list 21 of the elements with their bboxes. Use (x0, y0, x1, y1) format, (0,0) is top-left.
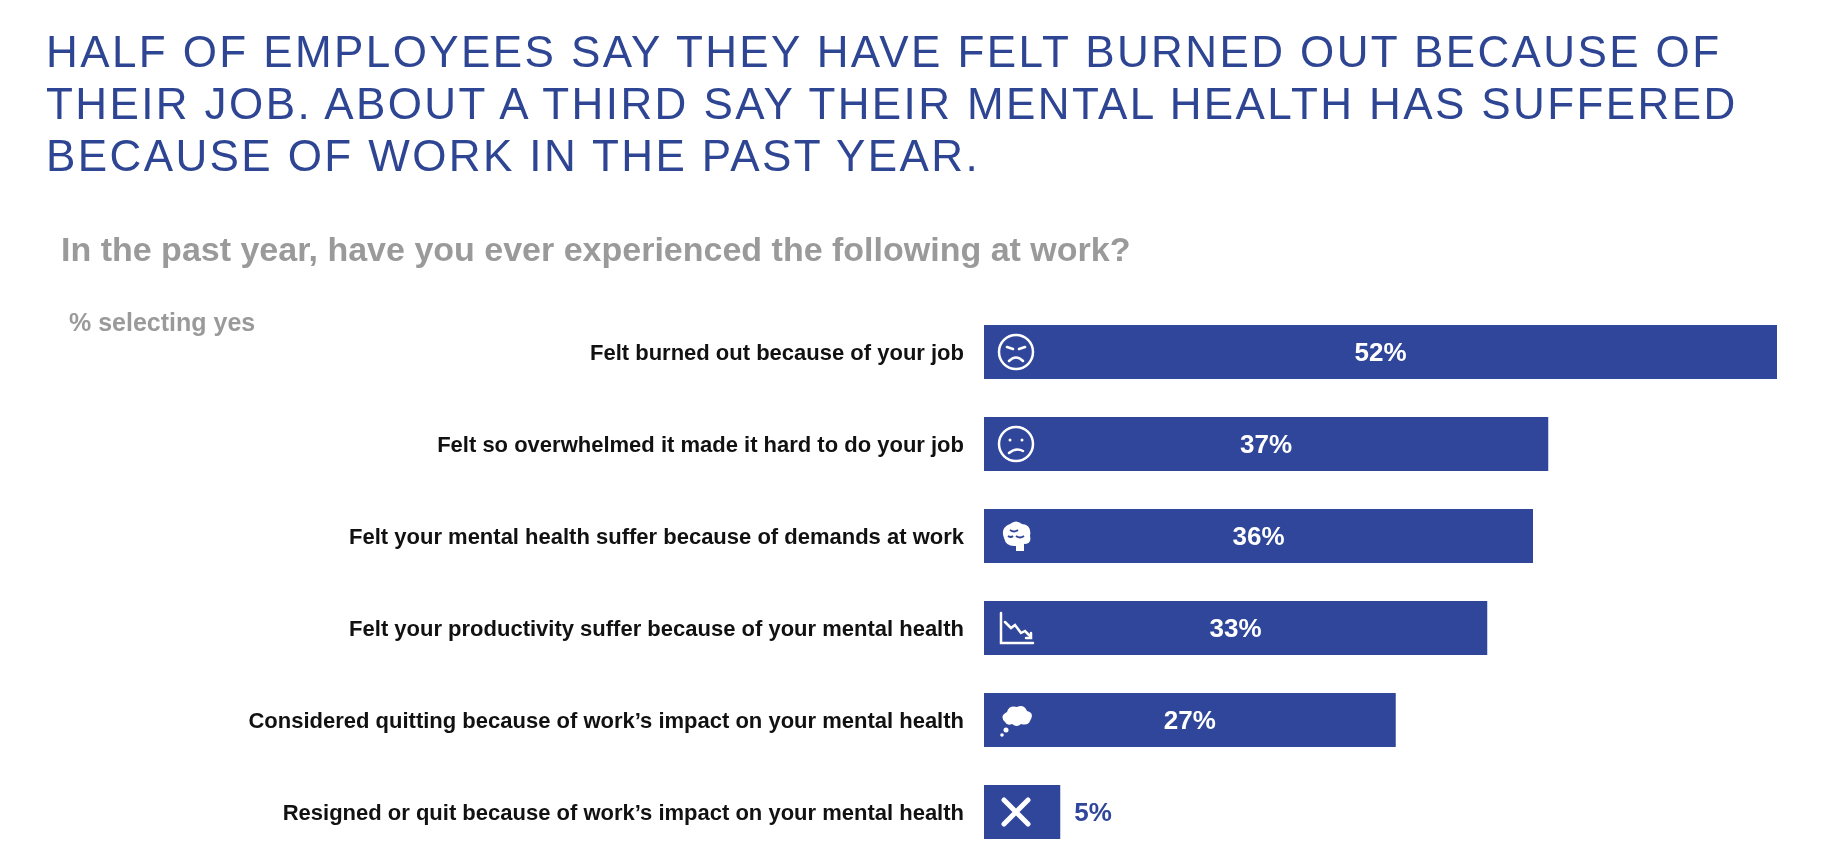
y-tick-label: Considered quitting because of work’s impact on your mental health (248, 707, 964, 733)
bar (984, 785, 1061, 839)
y-tick-label: Felt so overwhelmed it made it hard to do your job (437, 431, 964, 457)
data-label: 27% (1163, 705, 1216, 735)
data-label: 52% (1354, 337, 1407, 367)
data-label: 33% (1209, 613, 1262, 643)
bar (984, 601, 1488, 655)
y-tick-label: Felt burned out because of your job (589, 339, 964, 365)
y-tick-label: Felt your mental health suffer because of demands at work (349, 523, 965, 549)
bar (984, 325, 1777, 379)
bar (984, 509, 1533, 563)
bar (984, 417, 1549, 471)
y-tick-label: Resigned or quit because of work’s impact on your mental health (282, 799, 964, 825)
data-label: 36% (1232, 521, 1285, 551)
chart-title: HALF OF EMPLOYEES SAY THEY HAVE FELT BURNED OUT BECAUSE OF THEIR JOB. ABOUT A THIRD SAY THEIR MENTAL HEALTH HAS SUFFERED BECAUSE OF WORK IN THE PAST YEAR. (46, 26, 1739, 182)
y-tick-label: Felt your productivity suffer because of your mental health (349, 615, 964, 641)
bar (984, 693, 1396, 747)
data-label: 5% (1074, 797, 1112, 827)
data-label: 37% (1240, 429, 1293, 459)
text: In the past year, have you ever experienced the following at work? (61, 230, 1131, 269)
text: % selecting yes (69, 308, 256, 337)
